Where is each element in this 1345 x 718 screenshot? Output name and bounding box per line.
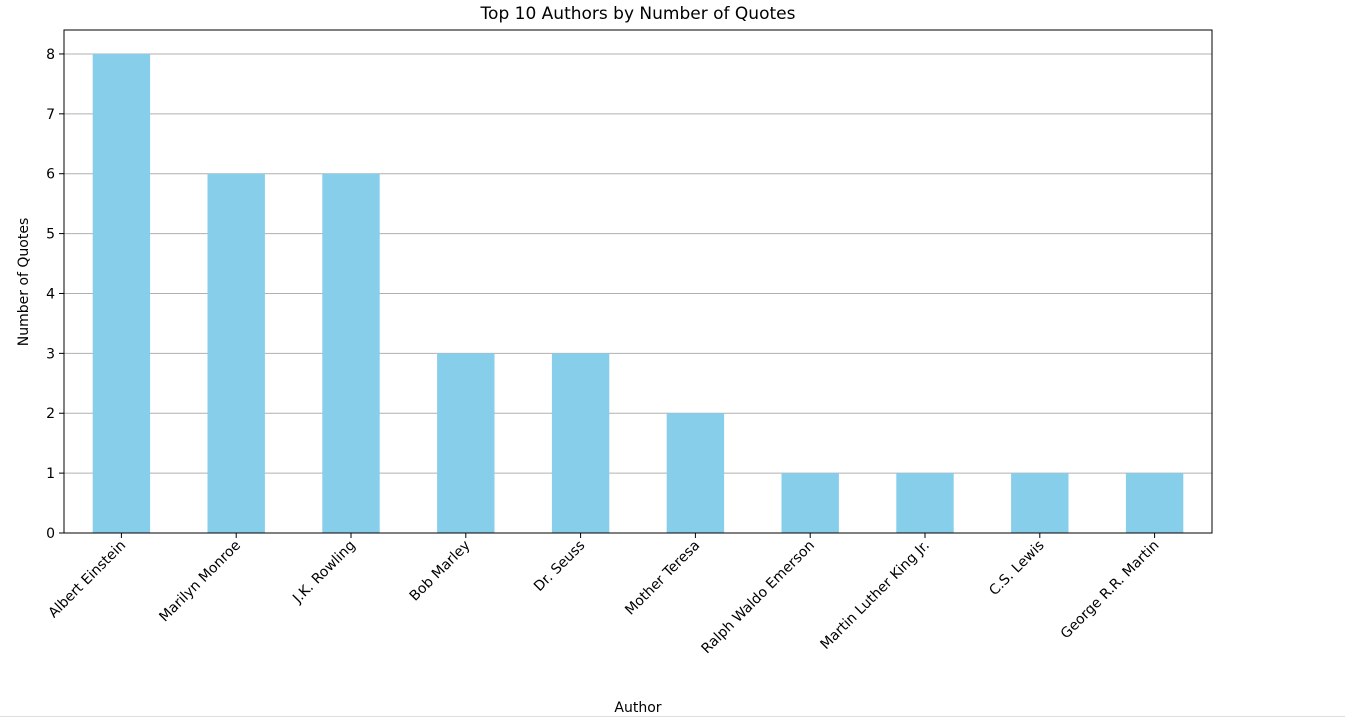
x-tick-label: Albert Einstein [45, 538, 129, 622]
bar [1011, 473, 1069, 533]
x-axis: Albert Einstein Marilyn Monroe J.K. Rowlin… [45, 533, 1162, 657]
y-axis: 0 1 2 3 4 5 6 7 8 [46, 47, 64, 542]
bar [207, 173, 265, 533]
bars [92, 53, 1184, 533]
y-tick-label: 8 [46, 47, 55, 63]
y-tick-label: 3 [46, 346, 55, 362]
x-tick-label: Bob Marley [407, 538, 474, 605]
plot-frame [63, 29, 1213, 534]
y-tick-label: 6 [46, 167, 55, 183]
y-tick-label: 2 [46, 406, 55, 422]
x-tick-label: George R.R. Martin [1058, 538, 1163, 643]
x-tick-label: J.K. Rowling [289, 538, 359, 608]
x-tick-label: Marilyn Monroe [156, 538, 244, 626]
y-tick-label: 0 [46, 526, 55, 542]
x-axis-label: Author [614, 700, 661, 716]
bottom-divider [0, 716, 1345, 717]
bar [666, 413, 725, 533]
x-tick-label: Ralph Waldo Emerson [699, 538, 819, 658]
bar [322, 173, 380, 533]
chart-title: Top 10 Authors by Number of Quotes [480, 4, 796, 24]
bar [896, 473, 954, 533]
bar [781, 473, 839, 533]
bar [437, 353, 495, 533]
y-axis-label: Number of Quotes [16, 218, 32, 347]
y-tick-label: 5 [46, 227, 55, 243]
y-tick-label: 1 [46, 466, 55, 482]
bar [551, 353, 610, 533]
x-tick-label: Dr. Seuss [531, 538, 588, 595]
x-tick-label: C.S. Lewis [986, 538, 1047, 599]
bar [1125, 473, 1184, 533]
x-tick-label: Mother Teresa [622, 538, 703, 619]
x-tick-label: Martin Luther King Jr. [818, 538, 933, 653]
bar [92, 53, 151, 533]
y-tick-label: 7 [46, 107, 55, 123]
y-tick-label: 4 [46, 286, 55, 302]
